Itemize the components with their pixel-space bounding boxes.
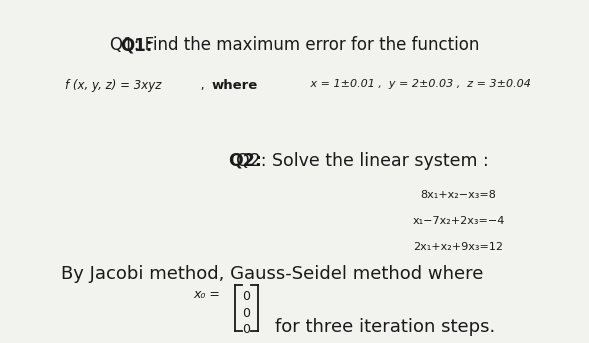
Text: Q2: Solve the linear system :: Q2: Solve the linear system :	[236, 152, 489, 170]
Text: Q1: Find the maximum error for the function: Q1: Find the maximum error for the funct…	[110, 36, 479, 55]
Text: 2x₁+x₂+9x₃=12: 2x₁+x₂+9x₃=12	[413, 242, 504, 252]
Text: 0: 0	[243, 290, 250, 303]
Text: x₀ =: x₀ =	[193, 288, 220, 301]
Text: for three iteration steps.: for three iteration steps.	[275, 318, 495, 336]
Text: ,: ,	[197, 79, 205, 92]
Text: where: where	[212, 79, 258, 92]
Text: Q2:: Q2:	[229, 152, 262, 170]
Text: By Jacobi method, Gauss-Seidel method where: By Jacobi method, Gauss-Seidel method wh…	[61, 265, 483, 283]
Text: 0: 0	[243, 323, 250, 336]
Text: x = 1±0.01 ,  y = 2±0.03 ,  z = 3±0.04: x = 1±0.01 , y = 2±0.03 , z = 3±0.04	[307, 79, 531, 89]
Text: 0: 0	[243, 307, 250, 320]
Text: 8x₁+x₂−x₃=8: 8x₁+x₂−x₃=8	[421, 190, 497, 200]
Text: x₁−7x₂+2x₃=−4: x₁−7x₂+2x₃=−4	[412, 216, 505, 226]
Text: f (x, y, z) = 3xyz: f (x, y, z) = 3xyz	[65, 79, 162, 92]
Text: Q1:: Q1:	[120, 36, 153, 55]
